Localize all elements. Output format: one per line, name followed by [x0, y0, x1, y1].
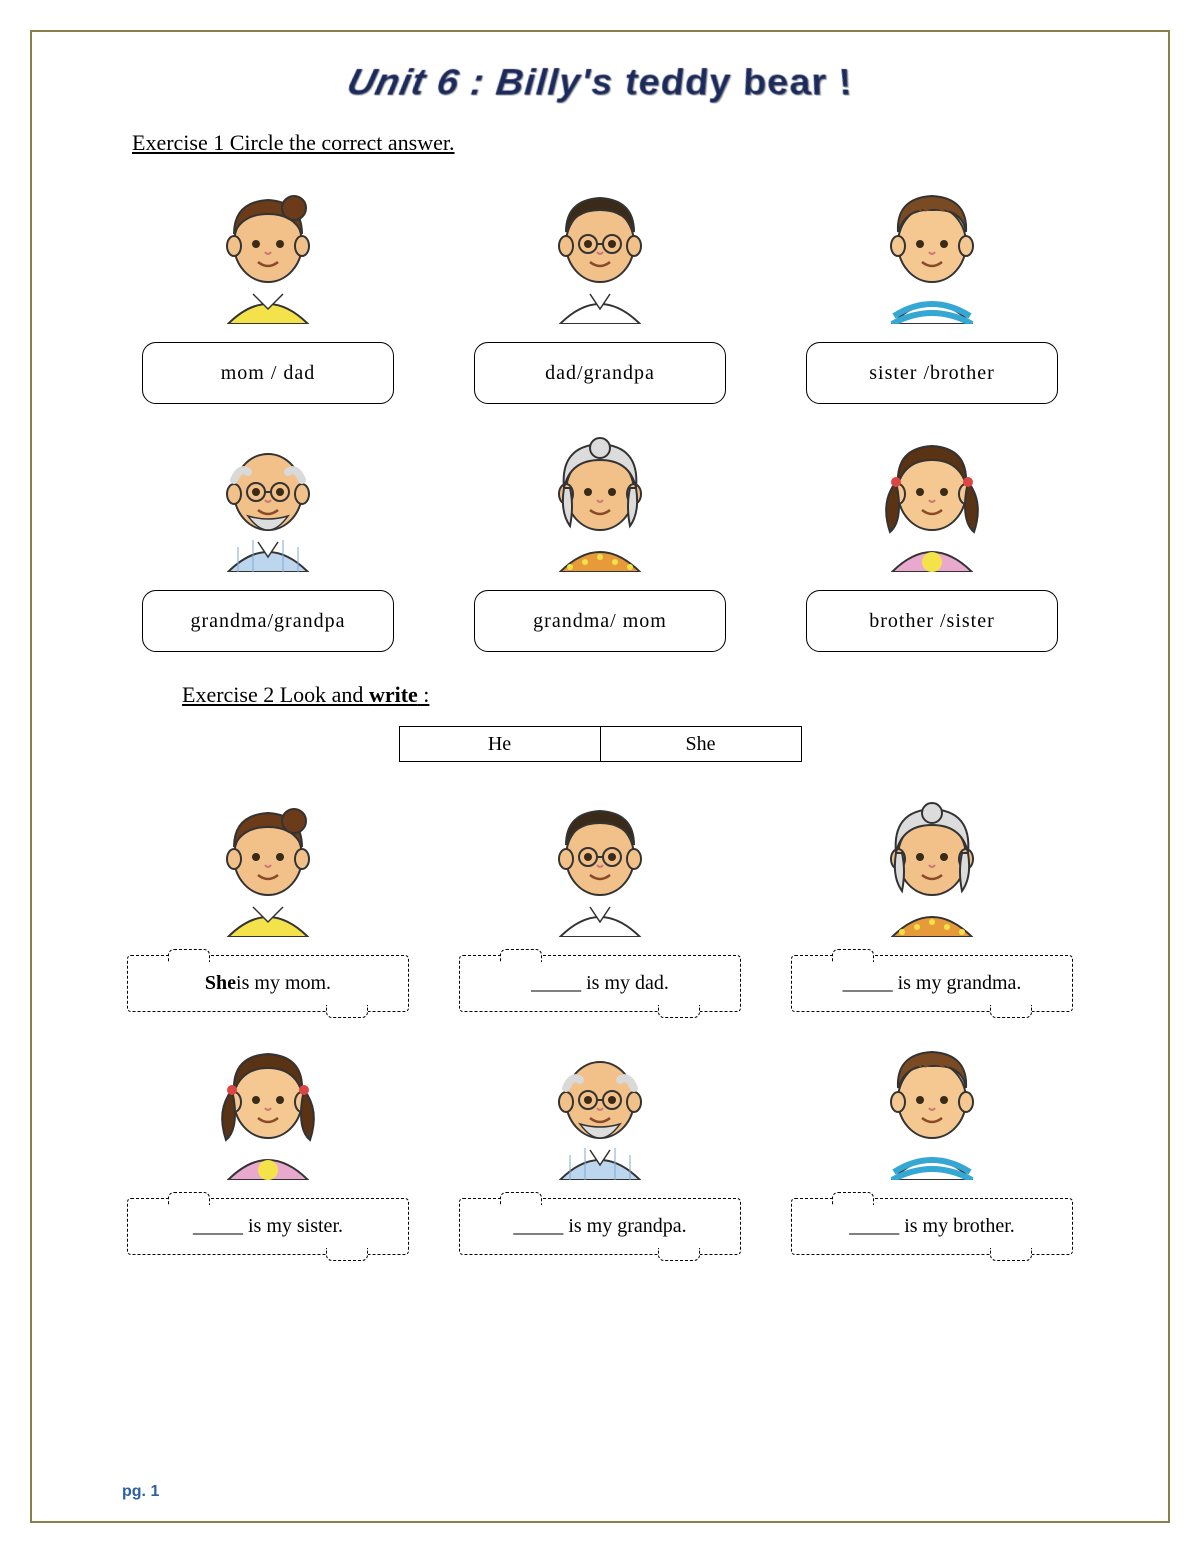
answer-box[interactable]: _____ is my grandpa. — [459, 1198, 741, 1255]
pronoun-option-she: She — [601, 726, 802, 762]
exercise2-grid: She is my mom. _____ is my dad. _____ is m… — [122, 787, 1078, 1255]
person-image-grandpa — [525, 1030, 675, 1180]
answer-box[interactable]: _____ is my dad. — [459, 955, 741, 1012]
person-image-sister — [857, 422, 1007, 572]
choice-box[interactable]: sister /brother — [806, 342, 1058, 404]
exercise1-instruction: Exercise 1 Circle the correct answer. — [132, 130, 1108, 156]
person-image-brother — [857, 174, 1007, 324]
choice-box[interactable]: mom / dad — [142, 342, 394, 404]
person-image-brother — [857, 1030, 1007, 1180]
exercise1-grid: mom / dad dad/grandpa sister /brother — [122, 174, 1078, 652]
person-image-grandma — [857, 787, 1007, 937]
choice-box[interactable]: brother /sister — [806, 590, 1058, 652]
person-image-sister — [193, 1030, 343, 1180]
person-image-mom — [193, 174, 343, 324]
pronoun-option-he: He — [399, 726, 601, 762]
exercise2-instruction-post: : — [418, 682, 430, 707]
exercise2-instruction: Exercise 2 Look and write : — [182, 682, 1108, 708]
person-image-grandma — [525, 422, 675, 572]
answer-box[interactable]: _____ is my grandma. — [791, 955, 1073, 1012]
pronoun-word-bank: He She — [92, 726, 1108, 762]
page-number: pg. 1 — [122, 1483, 159, 1501]
choice-box[interactable]: grandma/ mom — [474, 590, 726, 652]
person-image-mom — [193, 787, 343, 937]
answer-box[interactable]: She is my mom. — [127, 955, 409, 1012]
answer-box[interactable]: _____ is my sister. — [127, 1198, 409, 1255]
answer-box[interactable]: _____ is my brother. — [791, 1198, 1073, 1255]
page-title: Unit 6 : Billy's teddy bear ! — [80, 63, 1119, 104]
person-image-dad — [525, 174, 675, 324]
choice-box[interactable]: grandma/grandpa — [142, 590, 394, 652]
exercise2-instruction-pre: Exercise 2 Look and — [182, 682, 369, 707]
person-image-dad — [525, 787, 675, 937]
choice-box[interactable]: dad/grandpa — [474, 342, 726, 404]
exercise2-instruction-bold: write — [369, 682, 418, 707]
person-image-grandpa — [193, 422, 343, 572]
